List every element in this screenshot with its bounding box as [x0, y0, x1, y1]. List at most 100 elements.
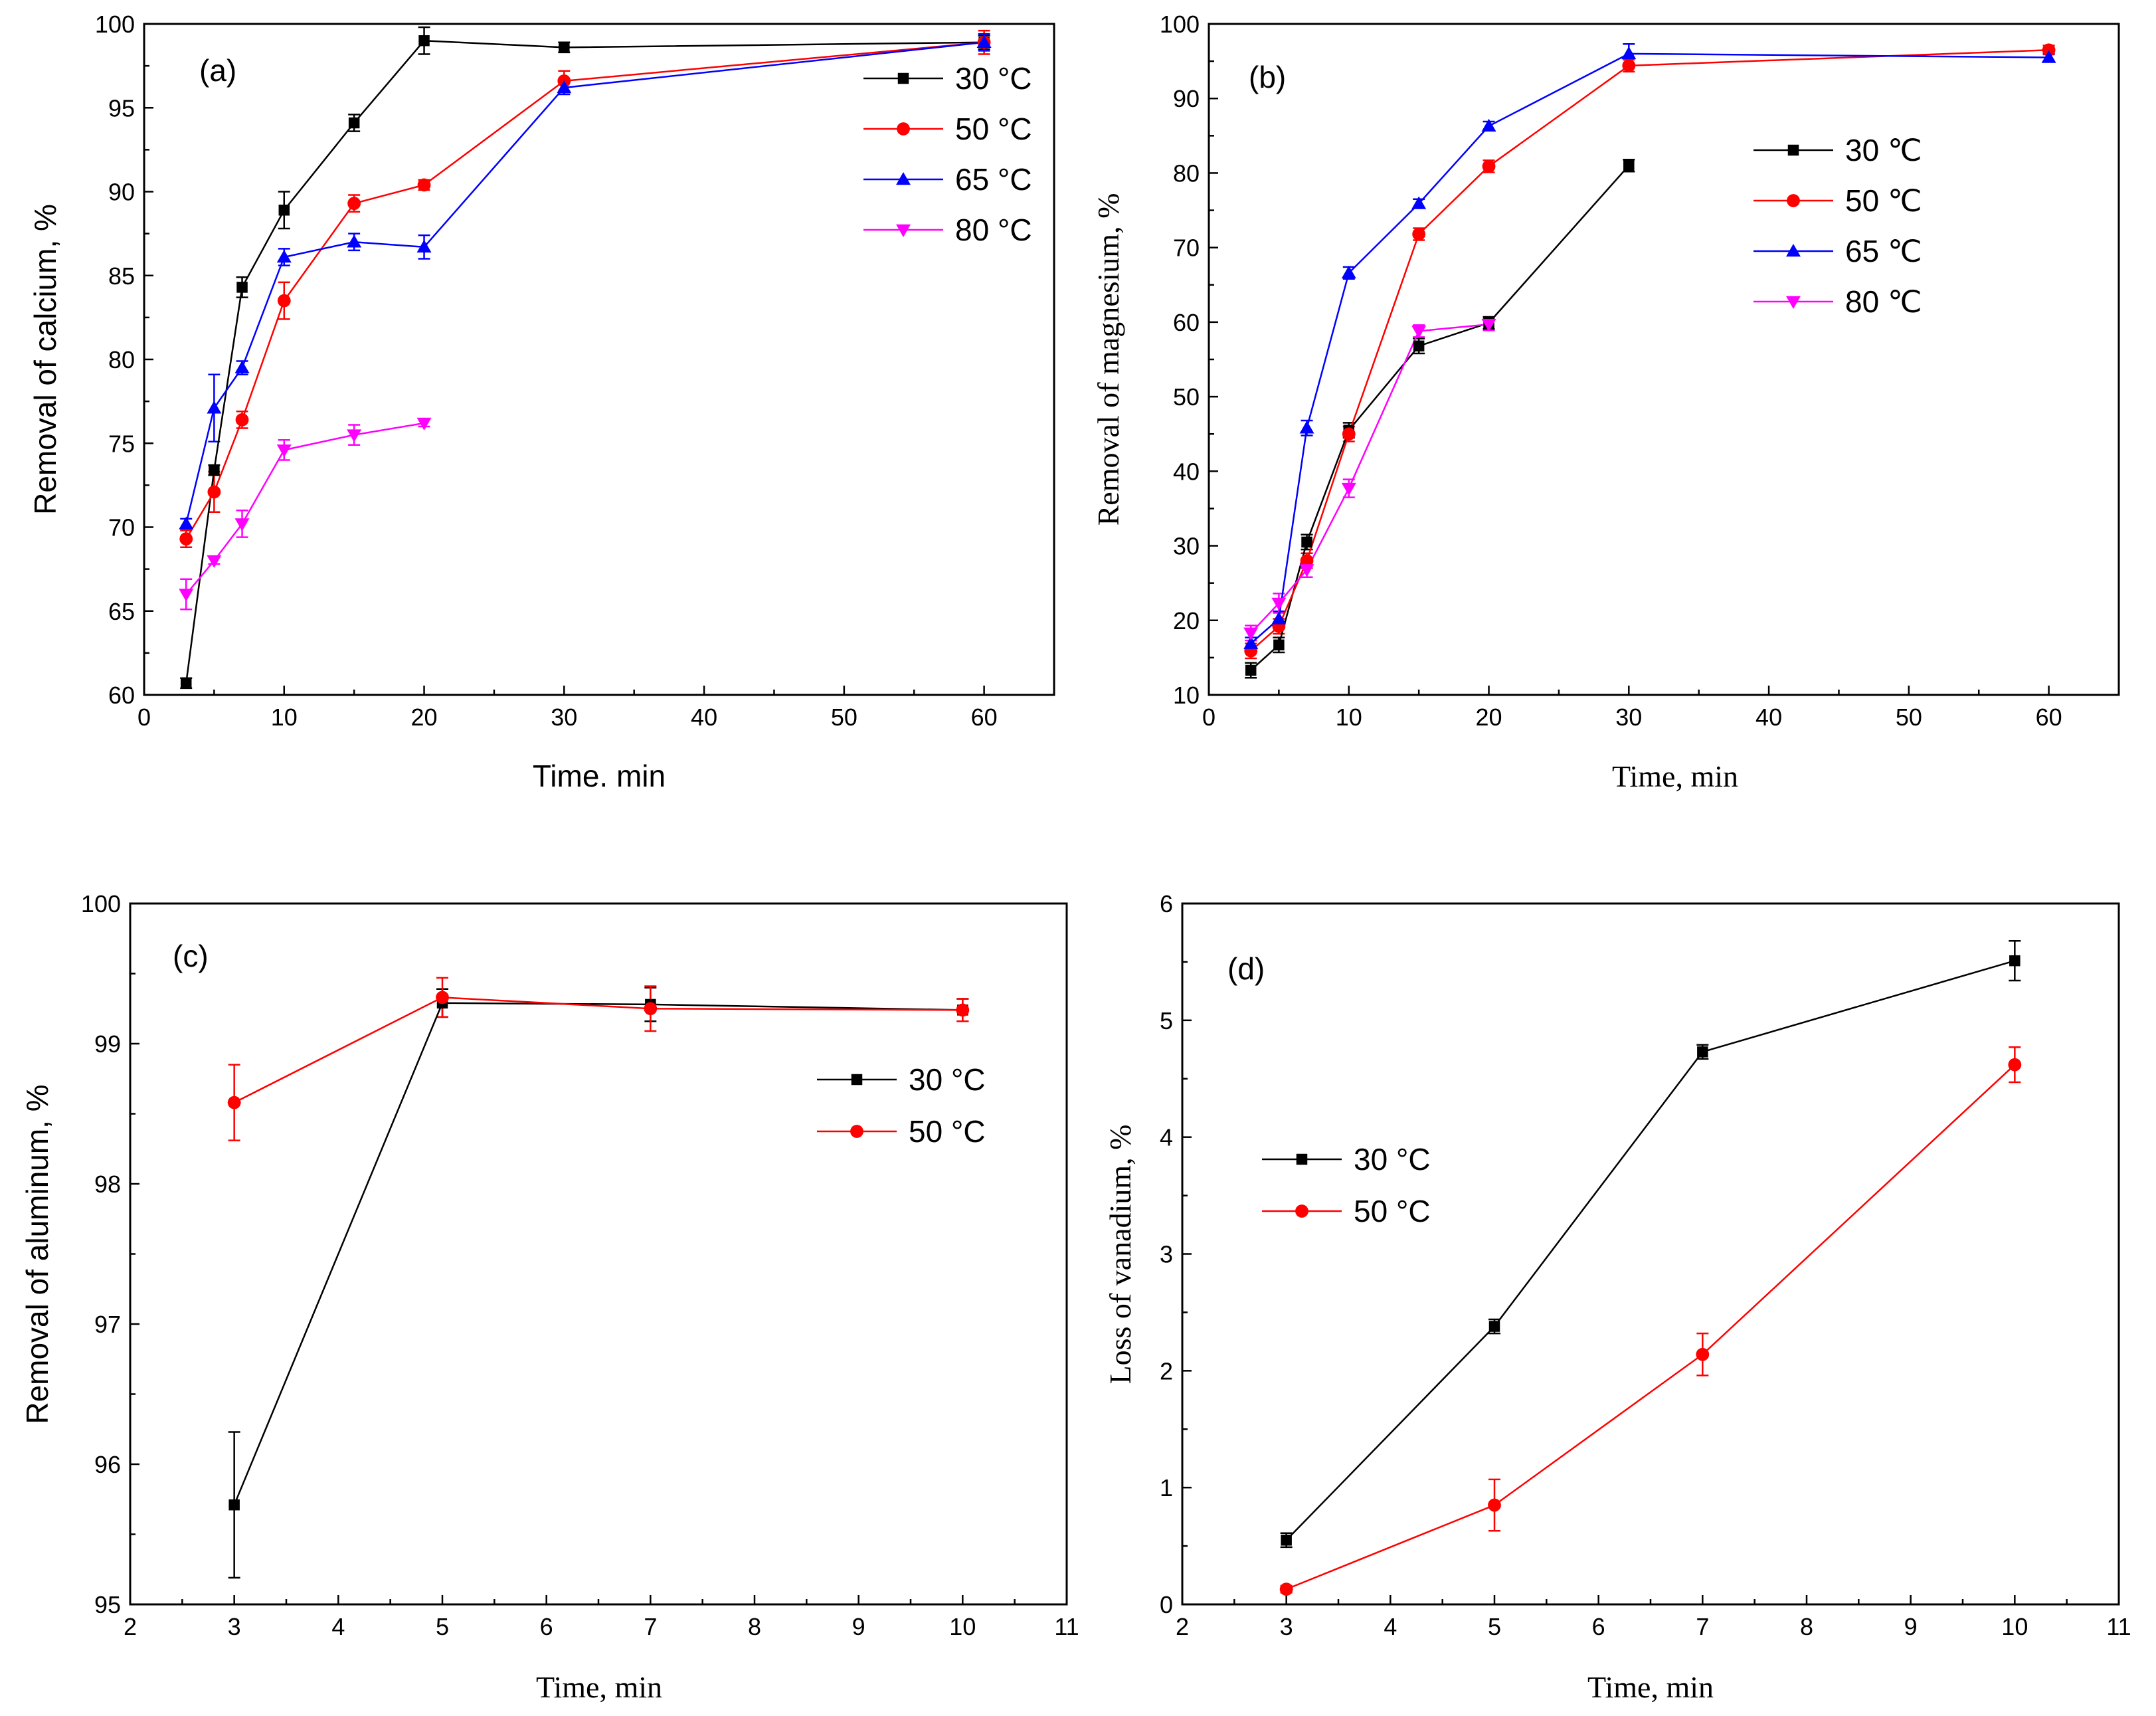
legend-marker	[1295, 1204, 1308, 1218]
x-tick-label: 20	[1476, 704, 1502, 731]
data-point	[1622, 58, 1636, 72]
x-tick-label: 5	[436, 1613, 449, 1640]
y-tick-label: 75	[108, 430, 135, 457]
x-tick-label: 0	[1202, 704, 1215, 731]
y-tick-label: 95	[108, 94, 135, 122]
plot-frame-b	[1208, 23, 2120, 696]
legend-marker	[896, 224, 911, 237]
data-point	[347, 197, 361, 211]
series-line-a-2	[185, 41, 984, 524]
data-point	[1411, 196, 1427, 209]
x-tick-label: 40	[1755, 704, 1782, 731]
series-line-a-0	[185, 39, 984, 684]
x-axis-title-a: Time. min	[533, 759, 666, 793]
series-line-a-3	[185, 422, 424, 595]
y-tick-label: 97	[94, 1311, 121, 1338]
series-line-b-3	[1250, 324, 1489, 634]
legend-entry-a-1: 50 °C	[863, 112, 1032, 146]
data-point	[1481, 319, 1496, 332]
data-point	[1300, 554, 1314, 567]
legend-entry-a-0: 30 °C	[863, 61, 1032, 96]
y-axis-title-c: Removal of aluminum, %	[20, 1084, 54, 1424]
data-point	[179, 516, 194, 529]
legend-marker	[851, 1074, 863, 1086]
y-tick-label: 2	[1160, 1357, 1173, 1384]
legend-label: 30 °C	[909, 1062, 986, 1097]
y-tick-label: 98	[94, 1171, 121, 1198]
legend-label: 80 °C	[955, 213, 1032, 247]
legend-label: 50 °C	[1354, 1194, 1431, 1228]
x-tick-label: 0	[137, 704, 151, 731]
series-line-b-1	[1250, 49, 2049, 652]
legend-label: 30 °C	[1354, 1142, 1431, 1177]
panel-label-a: (a)	[199, 53, 236, 88]
legend-label: 30 ℃	[1845, 133, 1922, 167]
series-line-b-0	[1250, 165, 1630, 671]
x-tick-label: 9	[1904, 1613, 1918, 1640]
data-point	[2042, 43, 2056, 57]
legend-entry-c-1: 50 °C	[817, 1114, 986, 1149]
data-point	[207, 555, 222, 568]
data-point	[1299, 564, 1314, 577]
plot-frame-a	[143, 23, 1055, 696]
data-point	[1481, 118, 1496, 132]
data-point	[236, 282, 248, 293]
data-point	[347, 429, 362, 442]
legend-label: 65 ℃	[1845, 234, 1922, 268]
y-tick-label: 65	[108, 598, 135, 625]
x-tick-label: 50	[831, 704, 857, 731]
x-tick-label: 7	[1696, 1613, 1709, 1640]
legend-entry-a-3: 80 °C	[863, 213, 1032, 247]
legend-label: 30 °C	[955, 61, 1032, 96]
x-axis-title-b: Time, min	[1612, 759, 1738, 793]
data-point	[2008, 1058, 2022, 1072]
legend-marker	[896, 172, 911, 185]
x-tick-label: 10	[1336, 704, 1362, 731]
data-point	[348, 117, 360, 129]
legend-entry-b-0: 30 ℃	[1753, 133, 1922, 167]
x-tick-label: 40	[691, 704, 717, 731]
legend-entry-b-1: 50 ℃	[1753, 183, 1922, 218]
data-point	[1482, 159, 1496, 173]
legend-entry-b-2: 65 ℃	[1753, 234, 1922, 268]
data-point	[1697, 1046, 1708, 1058]
series-line-d-0	[1285, 959, 2015, 1541]
x-tick-label: 6	[540, 1613, 553, 1640]
x-axis-title-d: Time, min	[1587, 1670, 1714, 1704]
data-point	[347, 235, 362, 248]
data-point	[234, 518, 250, 531]
data-point	[1488, 1498, 1501, 1512]
data-point	[278, 205, 290, 216]
data-point	[1488, 1321, 1500, 1332]
panel-label-c: (c)	[173, 939, 209, 973]
legend-marker	[1786, 244, 1801, 257]
data-point	[1245, 664, 1257, 676]
legend-marker	[1787, 194, 1800, 207]
legend-entry-d-1: 50 °C	[1262, 1194, 1431, 1228]
legend-marker	[1787, 144, 1799, 156]
y-tick-label: 6	[1160, 890, 1173, 917]
y-tick-label: 3	[1160, 1241, 1173, 1268]
y-tick-label: 90	[1173, 85, 1200, 112]
x-tick-label: 10	[949, 1613, 976, 1640]
x-tick-label: 60	[971, 704, 998, 731]
y-tick-label: 0	[1160, 1591, 1173, 1618]
y-tick-label: 60	[1173, 309, 1200, 336]
data-point	[1411, 326, 1427, 339]
legend-entry-d-0: 30 °C	[1262, 1142, 1431, 1177]
data-point	[1342, 427, 1356, 441]
legend-a: 30 °C 50 °C 65 °C 80 °C	[863, 61, 1032, 247]
x-tick-label: 5	[1488, 1613, 1501, 1640]
x-tick-label: 2	[1176, 1613, 1189, 1640]
panel-label-b: (b)	[1249, 60, 1286, 94]
data-point	[976, 35, 992, 48]
x-tick-label: 20	[411, 704, 438, 731]
legend-label: 50 °C	[909, 1114, 986, 1149]
y-tick-label: 80	[1173, 159, 1200, 187]
x-axis-title-c: Time, min	[536, 1670, 662, 1704]
y-tick-label: 100	[1160, 11, 1200, 38]
data-point	[1623, 159, 1635, 171]
data-point	[1341, 482, 1356, 496]
data-point	[1243, 636, 1259, 649]
